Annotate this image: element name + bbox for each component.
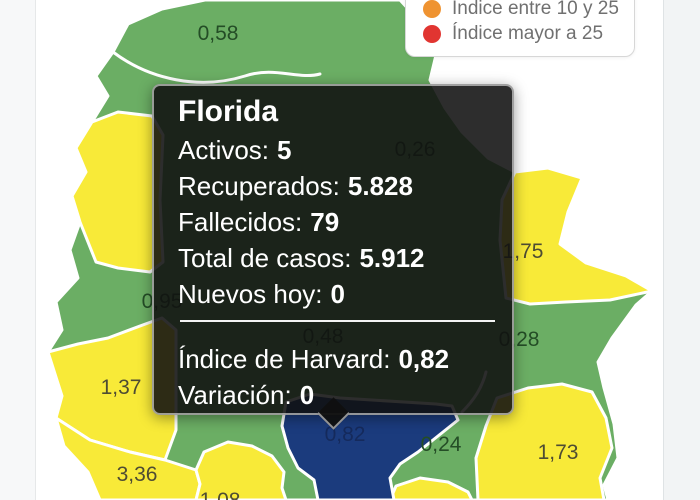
page-gutter-left [0,0,36,500]
stat-label: Fallecidos: [178,207,303,237]
tooltip-title: Florida [178,95,279,128]
map-value-label: 0,58 [198,22,239,45]
stat-label: Índice de Harvard: [178,344,391,374]
legend-item-label: Índice entre 10 y 25 [452,0,619,19]
stat-value: 79 [310,207,340,237]
tooltip-stat-row: Fallecidos: 79 [178,204,492,240]
stat-label: Activos: [178,135,270,165]
department-tooltip: Florida Activos: 5 Recuperados: 5.828 Fall… [152,84,514,415]
legend: Índice entre 10 y 25 Índice mayor a 25 [405,0,635,57]
tooltip-stat-row: Activos: 5 [178,132,492,168]
stat-label: Total de casos: [178,243,352,273]
department-shape[interactable] [498,166,654,306]
map-value-label: 1,08 [200,489,241,500]
map-value-label: 1,73 [538,441,579,464]
stat-label: Nuevos hoy: [178,279,323,309]
department-shape[interactable] [388,476,474,500]
map-value-label: 3,36 [117,463,158,486]
legend-item-label: Índice mayor a 25 [452,22,604,44]
legend-item: Índice entre 10 y 25 [414,0,620,21]
page-gutter-right [663,0,700,500]
map-value-label: 0,82 [325,423,366,446]
tooltip-divider [180,320,495,322]
stat-value: 5.828 [347,171,413,201]
legend-item: Índice mayor a 25 [414,21,620,46]
stat-label: Recuperados: [178,171,340,201]
stat-value: 0,82 [398,344,450,374]
tooltip-stat-row: Recuperados: 5.828 [178,168,492,204]
stat-label: Variación: [178,380,292,410]
map-value-label: 1,37 [101,376,142,399]
stat-value: 5.912 [359,243,425,273]
orange-dot-icon [423,0,441,18]
map-value-label: 0,24 [421,433,462,456]
department-border-line [111,50,322,84]
tooltip-stat-row: Nuevos hoy: 0 [178,276,492,312]
department-shape[interactable] [194,440,288,500]
tooltip-stat-row: Total de casos: 5.912 [178,240,492,276]
tooltip-stat-row: Variación: 0 [178,377,492,413]
stat-value: 0 [299,380,315,410]
stat-value: 5 [277,135,292,165]
stat-value: 0 [330,279,345,309]
red-dot-icon [423,24,441,43]
tooltip-stat-row: Índice de Harvard: 0,82 [178,341,492,377]
